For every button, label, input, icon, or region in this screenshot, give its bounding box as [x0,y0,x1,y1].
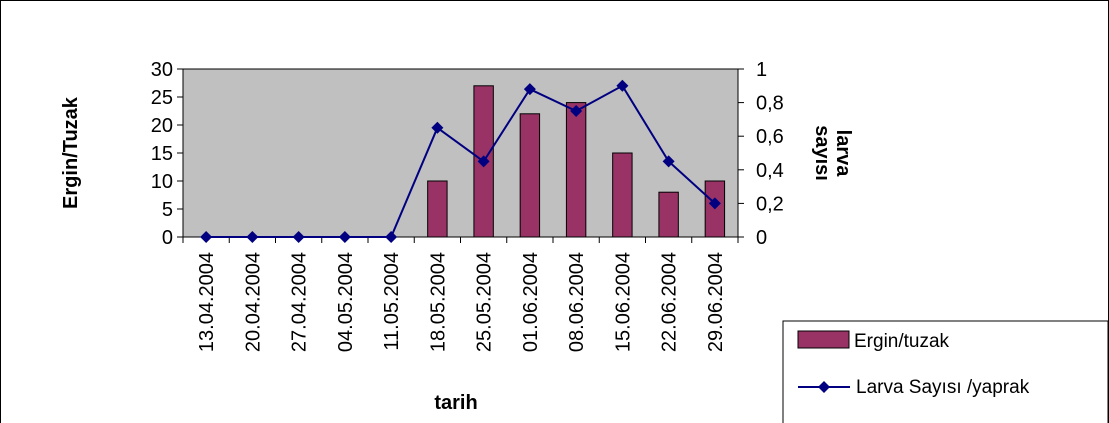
legend: Ergin/tuzak Larva Sayısı /yaprak [782,320,1109,423]
y-tick-label: 25 [151,87,173,109]
x-tick-label: 08.06.2004 [566,252,588,352]
y2-tick-label: 0,4 [756,160,784,182]
legend-marker-larva [818,381,830,393]
x-tick-label: 22.06.2004 [659,252,681,352]
y2-axis-title-line2: sayısı [811,125,833,181]
x-tick-label: 13.04.2004 [196,252,218,352]
y-axis-title: Ergin/Tuzak [60,96,82,209]
series-line [206,84,716,238]
x-tick-label: 15.06.2004 [612,252,634,352]
line-marker [200,231,213,243]
y-tick-label: 10 [151,171,173,193]
line-marker [523,83,536,96]
bar [658,191,679,238]
bar [565,102,587,238]
y-tick-label: 20 [151,115,173,137]
x-tick-label: 11.05.2004 [381,252,403,351]
y2-tick-label: 1 [756,59,767,81]
y2-tick-label: 0,8 [756,93,784,115]
line-marker [662,155,675,168]
x-axis-title: tarih [434,392,477,414]
x-tick-label: 25.05.2004 [474,252,496,352]
line-marker [431,121,444,134]
line-marker [246,231,259,243]
line-marker [570,105,583,117]
y-tick-label: 0 [162,227,173,249]
line-marker [385,231,398,243]
line-marker [477,155,490,168]
axis-labels: 0 5 10 15 20 25 30 0 0,2 0,4 0,6 0,8 1 13.04.2004 20.0… [151,59,784,352]
plot-area [182,68,739,238]
legend-label-larva: Larva Sayısı /yaprak [856,377,1030,398]
y-tick-label: 30 [151,59,173,81]
legend-swatch-ergin-tuzak [797,330,850,349]
bar [519,113,541,238]
x-tick-label: 20.04.2004 [242,252,264,352]
line-marker [708,197,721,210]
bar [427,180,448,238]
y2-axis-title-line1: larva [832,130,854,178]
y-tick-label: 5 [162,199,173,221]
y2-tick-label: 0,2 [756,193,784,215]
y-tick-label: 15 [151,143,173,165]
bar-series-ergin-tuzak [427,85,726,238]
x-tick-label: 27.04.2004 [289,252,311,352]
y2-tick-label: 0 [756,227,767,249]
line-marker [616,79,629,92]
bar [612,152,633,238]
legend-label-ergin-tuzak: Ergin/tuzak [854,331,950,352]
line-marker [338,231,351,243]
x-tick-label: 29.06.2004 [705,252,727,352]
x-tick-label: 01.06.2004 [520,252,542,352]
x-tick-label: 04.05.2004 [335,252,357,352]
y2-tick-label: 0,6 [756,126,784,148]
line-marker [292,231,305,243]
line-series-larva-sayisi [200,79,721,243]
x-tick-label: 18.05.2004 [427,252,449,352]
